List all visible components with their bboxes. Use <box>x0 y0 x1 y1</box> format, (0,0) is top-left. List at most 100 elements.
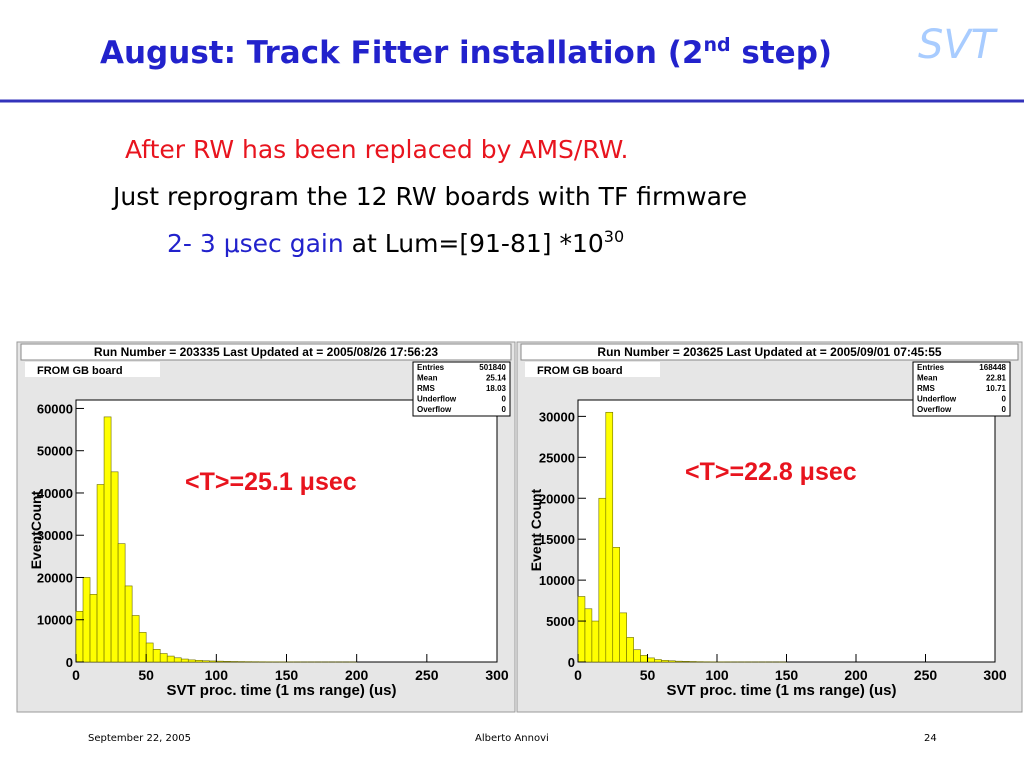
x-tick-label: 150 <box>275 667 299 683</box>
stat-value: 25.14 <box>486 374 507 383</box>
annotation: <T>=22.8 μsec <box>685 458 857 486</box>
histogram-bar <box>612 547 620 663</box>
stat-label: RMS <box>917 384 935 393</box>
stat-label: Mean <box>917 374 938 383</box>
x-tick-label: 250 <box>415 667 439 683</box>
y-tick-label: 10000 <box>539 573 575 588</box>
histogram-bar <box>96 484 105 663</box>
panel-header: Run Number = 203625 Last Updated at = 20… <box>597 345 941 359</box>
histogram-bar <box>117 543 126 663</box>
histogram-bar <box>180 658 189 663</box>
stat-label: Underflow <box>917 395 957 404</box>
y-tick-label: 30000 <box>37 528 73 543</box>
y-tick-label: 20000 <box>539 491 575 506</box>
histogram-bar <box>110 471 119 663</box>
y-tick-label: 50000 <box>37 444 73 459</box>
x-tick-label: 100 <box>205 667 229 683</box>
y-tick-label: 60000 <box>37 401 73 416</box>
histogram-bar <box>209 660 217 663</box>
histogram-bar <box>681 661 690 663</box>
panel-label: FROM GB board <box>537 365 623 377</box>
histogram-bar <box>584 608 593 663</box>
histogram-bar <box>626 637 634 663</box>
x-tick-label: 50 <box>640 667 656 683</box>
histogram-bar <box>605 411 614 663</box>
stat-label: Mean <box>417 374 438 383</box>
stats-box <box>412 361 511 417</box>
x-axis-title: SVT proc. time (1 ms range) (us) <box>166 682 396 699</box>
stat-value: 22.81 <box>986 374 1007 383</box>
footer-page: 24 <box>924 733 937 744</box>
histogram-bar <box>633 649 641 663</box>
stat-value: 501840 <box>479 363 506 372</box>
histogram-bar <box>103 416 112 663</box>
plot-area <box>75 399 498 663</box>
y-tick-label: 0 <box>66 655 73 670</box>
label-box <box>525 362 660 377</box>
x-tick-label: 0 <box>72 667 80 683</box>
histogram-bar <box>166 655 175 663</box>
y-tick-label: 15000 <box>539 532 575 547</box>
y-tick-label: 10000 <box>37 613 73 628</box>
x-tick-label: 50 <box>138 667 154 683</box>
stat-value: 0 <box>1002 405 1007 414</box>
y-tick-label: 40000 <box>37 486 73 501</box>
x-tick-label: 300 <box>485 667 509 683</box>
x-tick-label: 100 <box>705 667 729 683</box>
stat-value: 0 <box>1002 395 1007 404</box>
histogram-bar <box>654 659 662 663</box>
stat-value: 0 <box>502 395 507 404</box>
histogram-bar <box>591 620 600 663</box>
slide-title: August: Track Fitter installation (2nd s… <box>100 34 832 71</box>
stat-label: Underflow <box>417 395 457 404</box>
stats-box <box>912 361 1011 417</box>
histogram-bar <box>598 497 607 663</box>
logo: SVT <box>918 22 999 68</box>
annotation: <T>=25.1 μsec <box>185 468 357 496</box>
text-part: at Lum=[91-81] *10 <box>344 229 604 258</box>
histogram-bar <box>187 659 196 663</box>
title-part: step) <box>731 35 832 71</box>
stat-label: Overflow <box>417 405 452 414</box>
histogram-bar <box>145 642 154 663</box>
footer-date: September 22, 2005 <box>88 733 191 744</box>
text-line: Just reprogram the 12 RW boards with TF … <box>111 182 747 211</box>
x-tick-label: 200 <box>844 667 868 683</box>
stat-value: 10.71 <box>986 384 1007 393</box>
histogram-bar <box>194 660 203 663</box>
title-sup: nd <box>703 34 730 56</box>
x-axis-title: SVT proc. time (1 ms range) (us) <box>666 682 896 699</box>
x-tick-label: 300 <box>983 667 1007 683</box>
histogram-bar <box>619 612 627 663</box>
text-line: After RW has been replaced by AMS/RW. <box>125 135 628 164</box>
histogram-bar <box>661 660 669 663</box>
panel-label: FROM GB board <box>37 365 123 377</box>
charts: Run Number = 203335 Last Updated at = 20… <box>16 341 1023 713</box>
stat-label: Entries <box>917 363 945 372</box>
histogram-bar <box>230 661 238 663</box>
histogram-bar <box>138 632 147 663</box>
header-box <box>520 343 1019 361</box>
x-tick-label: 250 <box>914 667 938 683</box>
histogram-bar <box>216 660 224 663</box>
y-axis-title: Event Count <box>528 488 544 571</box>
stat-value: 168448 <box>979 363 1006 372</box>
stat-value: 0 <box>502 405 507 414</box>
x-tick-label: 150 <box>775 667 799 683</box>
footer-author: Alberto Annovi <box>475 733 549 744</box>
histogram-bar <box>124 585 133 663</box>
x-tick-label: 200 <box>345 667 369 683</box>
header-box <box>20 343 512 361</box>
text-line: 2- 3 μsec gain at Lum=[91-81] *1030 <box>167 227 624 258</box>
y-tick-label: 30000 <box>539 409 575 424</box>
histogram-bar <box>577 596 586 663</box>
histogram-bar <box>202 660 210 663</box>
histogram-bar <box>159 653 168 663</box>
panel-header: Run Number = 203335 Last Updated at = 20… <box>94 345 438 359</box>
y-tick-label: 25000 <box>539 450 575 465</box>
y-tick-label: 0 <box>568 655 575 670</box>
histogram-bar <box>674 660 683 663</box>
histogram-bar <box>668 660 676 663</box>
y-tick-label: 5000 <box>546 614 575 629</box>
